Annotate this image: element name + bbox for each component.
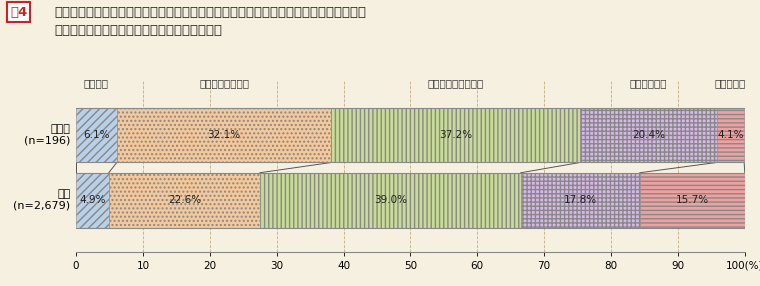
Bar	[581, 108, 717, 162]
Bar	[76, 108, 117, 162]
Text: 現在、倫理法・倫理規程によって、職務に必要な行政と民間企業等との間の情報収集、
意見交換等に支障が生じていると思いますか。: 現在、倫理法・倫理規程によって、職務に必要な行政と民間企業等との間の情報収集、 …	[55, 6, 367, 37]
Text: 32.1%: 32.1%	[207, 130, 241, 140]
Bar	[117, 108, 331, 162]
Text: 39.0%: 39.0%	[374, 195, 407, 205]
Text: 分からない: 分からない	[715, 78, 746, 88]
Text: そう思う: そう思う	[84, 78, 109, 88]
Text: そう思わない: そう思わない	[630, 78, 667, 88]
Text: 22.6%: 22.6%	[168, 195, 201, 205]
Bar	[521, 173, 640, 228]
Bar	[260, 173, 521, 228]
Bar	[76, 173, 109, 228]
Text: 6.1%: 6.1%	[83, 130, 109, 140]
Text: 図4: 図4	[10, 6, 27, 19]
Bar	[109, 173, 260, 228]
Text: ある程度そう思う: ある程度そう思う	[199, 78, 249, 88]
Text: 20.4%: 20.4%	[632, 130, 665, 140]
Bar	[76, 162, 745, 173]
Bar	[640, 173, 745, 228]
Text: 37.2%: 37.2%	[439, 130, 473, 140]
Bar	[331, 108, 581, 162]
Bar	[717, 108, 744, 162]
Text: あまりそう思わない: あまりそう思わない	[428, 78, 484, 88]
Text: 4.1%: 4.1%	[717, 130, 744, 140]
Text: 17.8%: 17.8%	[564, 195, 597, 205]
Text: 15.7%: 15.7%	[676, 195, 709, 205]
Text: 4.9%: 4.9%	[79, 195, 106, 205]
